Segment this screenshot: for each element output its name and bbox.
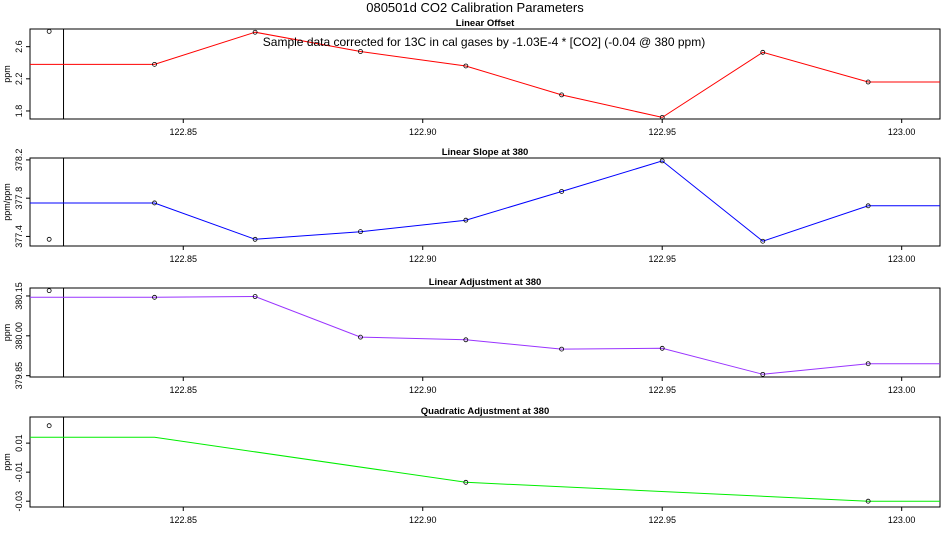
x-tick-label: 122.95 — [648, 515, 676, 525]
plot-frame — [29, 416, 941, 508]
data-point — [463, 479, 469, 485]
x-tick-label: 123.00 — [888, 385, 916, 395]
data-point — [659, 345, 665, 351]
series-line — [30, 31, 940, 118]
data-point — [865, 203, 871, 209]
panel-title: Linear Adjustment at 380 — [429, 277, 542, 288]
panel-title: Linear Slope at 380 — [442, 147, 529, 158]
x-tick-label: 122.90 — [409, 254, 437, 264]
outlier-point — [46, 236, 52, 242]
y-axis-label: ppm — [2, 65, 12, 83]
main-title: 080501d CO2 Calibration Parameters — [366, 0, 584, 15]
x-tick-label: 122.85 — [169, 385, 197, 395]
data-point — [559, 346, 565, 352]
x-tick-label: 122.95 — [648, 254, 676, 264]
data-point — [252, 236, 258, 242]
data-point — [358, 229, 363, 235]
y-tick-label: 0.01 — [14, 434, 24, 452]
y-tick-label: 377.4 — [14, 225, 24, 248]
plot-frame — [29, 157, 941, 247]
y-tick-label: -0.01 — [14, 462, 24, 483]
data-point — [358, 334, 363, 340]
data-point — [463, 217, 469, 223]
x-tick-label: 122.90 — [409, 127, 437, 137]
x-tick-label: 122.90 — [409, 385, 437, 395]
data-point — [152, 200, 157, 206]
y-axis-label: ppm/ppm — [2, 183, 12, 221]
series-line — [30, 160, 940, 242]
data-point — [865, 361, 871, 367]
data-point — [760, 371, 766, 377]
series-line — [30, 295, 940, 375]
panel-4: Quadratic Adjustment at 380 ppm 122.85 122.… — [2, 406, 941, 525]
series-line — [30, 436, 940, 502]
x-tick-label: 123.00 — [888, 127, 916, 137]
y-tick-label: 378.2 — [14, 149, 24, 172]
plot-frame — [29, 287, 941, 378]
y-axis-label: ppm — [2, 324, 12, 342]
data-point — [358, 49, 363, 54]
data-point — [659, 158, 665, 164]
data-point — [463, 63, 469, 69]
data-point — [463, 337, 469, 343]
correction-note: Sample data corrected for 13C in cal gas… — [263, 35, 705, 49]
data-point — [760, 49, 766, 55]
data-point — [760, 238, 766, 244]
y-tick-label: -0.03 — [14, 491, 24, 512]
panel-title: Linear Offset — [456, 18, 515, 29]
panel-title: Quadratic Adjustment at 380 — [421, 406, 549, 417]
data-point — [559, 92, 565, 98]
y-tick-label: 380.00 — [14, 322, 24, 350]
data-point — [152, 61, 157, 67]
data-point — [865, 498, 871, 504]
outlier-point — [46, 29, 52, 34]
x-tick-label: 123.00 — [888, 254, 916, 264]
y-tick-label: 2.2 — [14, 73, 24, 86]
plot-frame — [29, 28, 941, 120]
panel-2: Linear Slope at 380 ppm/ppm 122.85 122.90 12… — [2, 147, 941, 264]
x-tick-label: 122.90 — [409, 515, 437, 525]
data-point — [252, 29, 258, 35]
y-axis-label: ppm — [2, 453, 12, 471]
data-point — [865, 79, 871, 85]
outlier-point — [46, 288, 52, 294]
panel-3: Linear Adjustment at 380 ppm 122.85 122.90 1… — [2, 277, 941, 395]
y-tick-label: 2.6 — [14, 40, 24, 53]
x-tick-label: 123.00 — [888, 515, 916, 525]
y-tick-label: 1.8 — [14, 105, 24, 118]
outlier-point — [46, 423, 52, 429]
data-point — [559, 189, 565, 194]
y-tick-label: 380.15 — [14, 282, 24, 310]
data-point — [659, 114, 665, 120]
x-tick-label: 122.95 — [648, 385, 676, 395]
x-tick-label: 122.85 — [169, 254, 197, 264]
data-point — [152, 294, 157, 300]
x-tick-label: 122.85 — [169, 515, 197, 525]
y-tick-label: 377.8 — [14, 187, 24, 210]
y-tick-label: 379.85 — [14, 362, 24, 390]
x-tick-label: 122.85 — [169, 127, 197, 137]
panel-1: Linear Offset ppm 122.85 122.90 122.95 123.00… — [2, 18, 941, 137]
x-tick-label: 122.95 — [648, 127, 676, 137]
data-point — [252, 294, 258, 299]
